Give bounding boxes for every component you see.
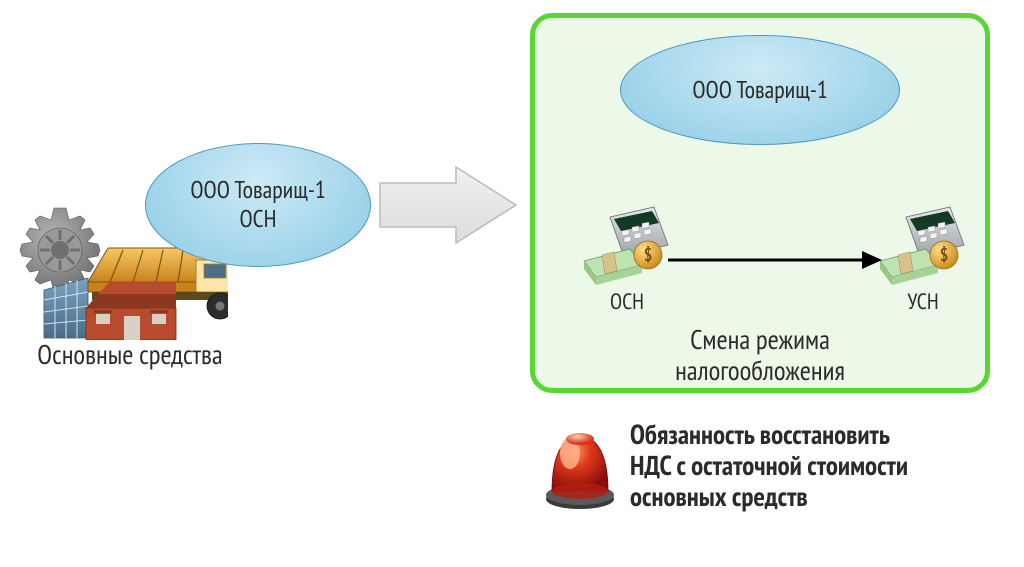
tax-to-icon: $ <box>878 205 968 285</box>
svg-text:$: $ <box>644 243 653 266</box>
siren-icon <box>540 425 620 510</box>
tax-from-label: ОСН <box>582 288 672 316</box>
right-company-ellipse: ООО Товарищ-1 <box>620 35 900 145</box>
transition-arrow <box>378 165 518 245</box>
alert-line1: Обязанность восстановить <box>630 420 908 451</box>
alert-line2: НДС с остаточной стоимости <box>630 451 908 482</box>
left-ellipse-line1: ООО Товарищ-1 <box>190 176 325 205</box>
vat-restore-warning: Обязанность восстановить НДС с остаточно… <box>630 420 908 513</box>
caption-line1: Смена режима <box>530 325 990 356</box>
svg-text:$: $ <box>940 243 949 266</box>
caption-line2: налогообложения <box>530 356 990 387</box>
alert-line3: основных средств <box>630 482 908 513</box>
tax-to-label: УСН <box>878 288 968 316</box>
right-ellipse-text: ООО Товарищ-1 <box>692 76 827 105</box>
left-ellipse-line2: ОСН <box>190 205 325 234</box>
tax-from-icon: $ <box>582 205 672 285</box>
tax-change-arrow <box>668 248 882 272</box>
tax-change-caption: Смена режима налогообложения <box>530 325 990 387</box>
left-company-ellipse: ООО Товарищ-1 ОСН <box>145 143 371 267</box>
fixed-assets-label: Основные средства <box>0 338 260 372</box>
